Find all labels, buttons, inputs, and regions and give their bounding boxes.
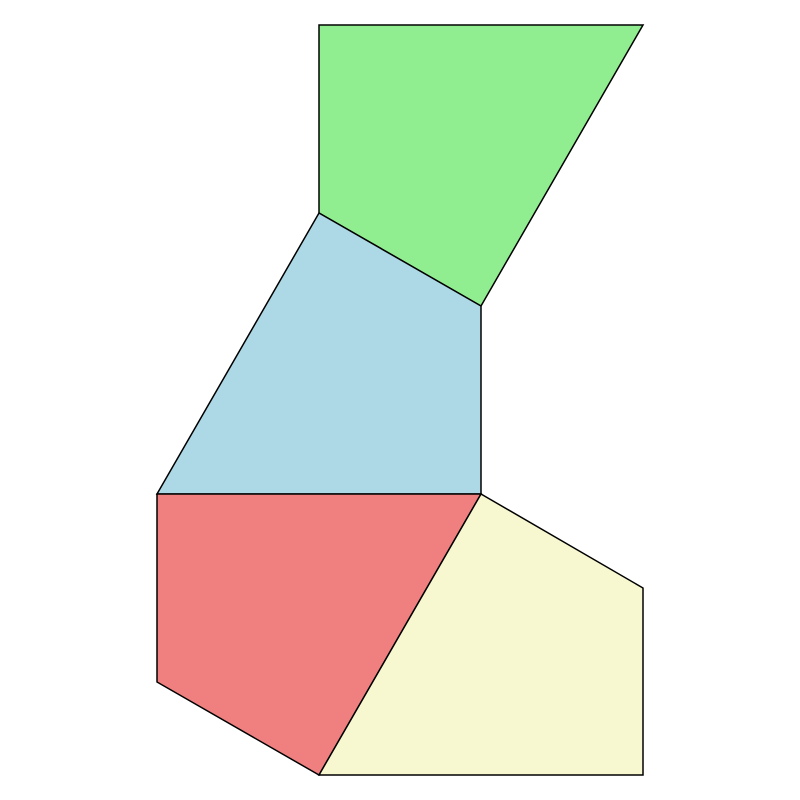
yellow-tile [317, 492, 644, 776]
